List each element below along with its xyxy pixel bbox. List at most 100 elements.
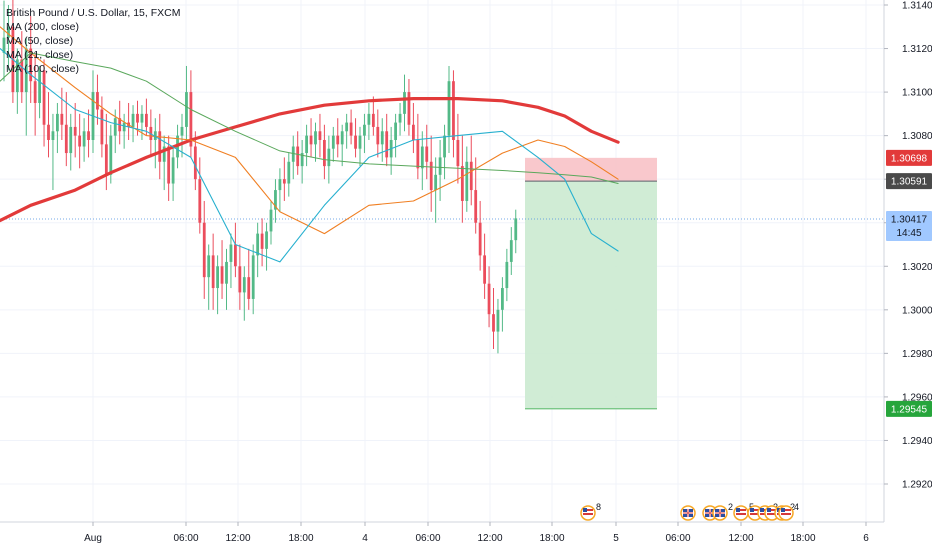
candle-body [345,122,349,132]
candle-body [180,126,184,136]
candle-body [367,113,371,125]
price-tick-label: 1.29800 [902,349,932,360]
entry-price-tag-bg [886,173,932,190]
candle-body [358,135,362,149]
candle-body [42,70,46,125]
candle-body [216,266,219,289]
us-flag-stripe-icon [583,513,593,515]
candle-body [496,309,500,332]
price-tick-label: 1.29400 [902,436,932,447]
candle-body [140,113,144,123]
candle-body [452,81,455,140]
ma200-line [0,96,620,223]
candle-body [363,124,366,136]
candle-body [274,190,277,210]
time-tick-label: 6 [863,533,869,544]
us-flag-canton-icon [781,508,785,512]
candle-body [460,166,464,201]
ma100-line [0,52,619,184]
candle-body [229,244,233,262]
candle-body [465,161,469,201]
candle-body [438,157,442,175]
candle-body [403,92,406,114]
price-tick-label: 1.30200 [902,262,932,273]
candle-body [171,157,175,184]
stop-loss-zone [525,157,657,182]
event-count-badge: 4 [794,502,799,512]
us-flag-stripe-icon [736,513,746,515]
candle-body [269,209,273,232]
candle-body [69,126,73,154]
entry-price-tag: 1.30591 [891,177,928,188]
candle-body [64,124,68,154]
candle-body [33,81,37,103]
candle-body [412,124,415,140]
stop-price-tag-bg [886,149,932,166]
candle-body [109,135,113,175]
candle-body [501,288,504,310]
candle-body [278,179,282,191]
stop-price-tag: 1.30698 [891,153,928,164]
candle-body [407,92,411,125]
candle-body [251,255,255,299]
indicator-ma21[interactable]: MA (21, close) [6,49,74,61]
indicator-ma100[interactable]: MA (100, close) [6,63,79,75]
candle-body [158,131,162,162]
candle-body [82,131,86,147]
us-flag-stripe-icon [781,513,791,515]
indicator-ma200[interactable]: MA (200, close) [6,21,79,33]
us-flag-canton-icon [750,508,754,512]
candle-body [29,48,33,82]
price-tick-label: 1.29600 [902,392,932,403]
target-price-tag: 1.29545 [891,404,928,415]
symbol-title: British Pound / U.S. Dollar, 15, FXCM [6,7,181,19]
time-tick-label: 5 [613,533,619,544]
candle-body [234,244,237,267]
candle-body [242,277,246,293]
us-flag-stripe-icon [767,513,777,515]
candle-body [122,122,126,132]
candle-body [51,131,55,140]
price-tick-label: 1.29200 [902,480,932,491]
candle-body [60,113,64,125]
candle-body [185,92,188,127]
indicator-ma50[interactable]: MA (50, close) [6,35,74,47]
candle-body [376,126,380,145]
candle-body [487,283,491,315]
candle-body [296,146,300,167]
candle-body [265,231,268,249]
us-flag-stripe-icon [767,509,777,511]
candle-body [15,59,19,93]
candle-body [20,59,24,93]
candle-body [256,233,260,256]
candle-body [238,266,242,293]
time-tick-label: 18:00 [790,533,815,544]
candle-body [443,135,446,158]
time-tick-label: 12:00 [728,533,753,544]
candle-body [220,266,224,284]
ma50-line [0,26,619,235]
candle-body [416,139,420,169]
candle-body [211,255,215,289]
candle-body [349,122,353,136]
time-tick-label: 18:00 [539,533,564,544]
candle-body [56,113,59,132]
target-price-tag-bg [886,400,932,417]
candle-body [136,113,139,123]
time-tick-label: 12:00 [477,533,502,544]
candle-body [478,222,482,256]
candle-body [2,37,6,53]
time-tick-label: 18:00 [288,533,313,544]
price-tick-label: 1.30000 [902,305,932,316]
candle-body [429,161,433,191]
candle-body [162,146,166,162]
candle-body [305,135,308,154]
price-tick-label: 1.30800 [902,131,932,142]
time-tick-label: 06:00 [173,533,198,544]
candle-body [300,153,304,167]
candle-body [314,131,317,145]
candle-body [287,161,291,184]
candle-body [327,148,331,167]
